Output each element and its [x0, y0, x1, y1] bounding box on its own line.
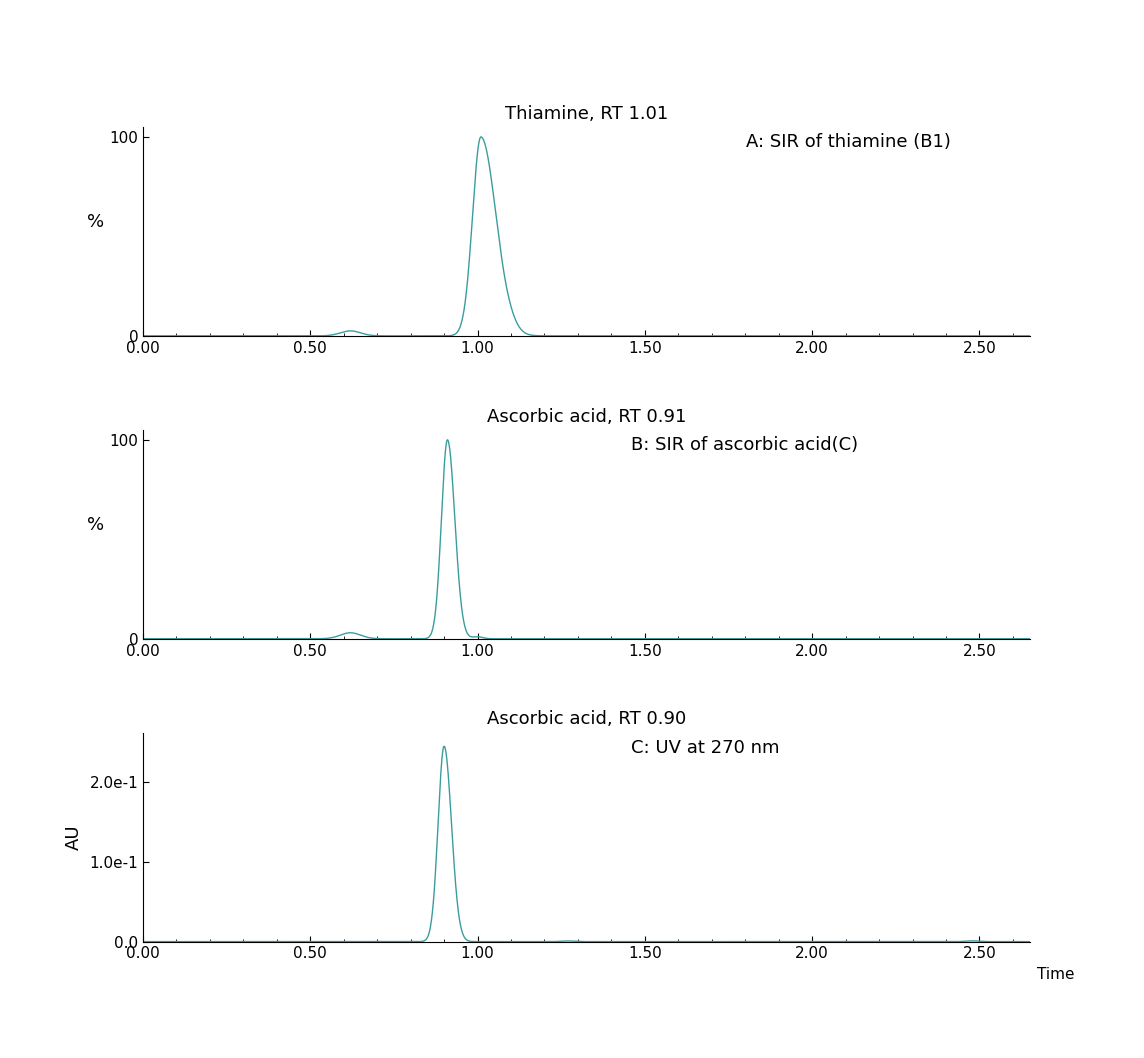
- Y-axis label: AU: AU: [64, 824, 82, 850]
- Y-axis label: %: %: [87, 516, 104, 534]
- Text: A: SIR of thiamine (B1): A: SIR of thiamine (B1): [746, 133, 951, 151]
- Title: Ascorbic acid, RT 0.91: Ascorbic acid, RT 0.91: [486, 407, 686, 425]
- Title: Ascorbic acid, RT 0.90: Ascorbic acid, RT 0.90: [486, 710, 686, 728]
- Title: Thiamine, RT 1.01: Thiamine, RT 1.01: [505, 105, 668, 123]
- Y-axis label: %: %: [87, 214, 104, 232]
- Text: C: UV at 270 nm: C: UV at 270 nm: [630, 738, 779, 758]
- Text: B: SIR of ascorbic acid(C): B: SIR of ascorbic acid(C): [630, 436, 858, 454]
- Text: Time: Time: [1036, 967, 1074, 982]
